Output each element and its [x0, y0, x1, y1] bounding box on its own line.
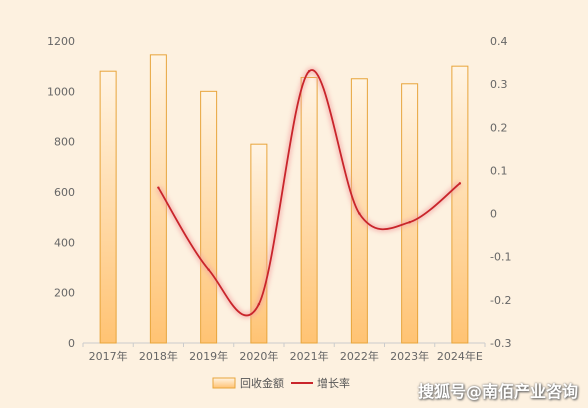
line-point: [207, 268, 210, 271]
axes-layer: 0 200 400 600 800 1000 1200 -0.3 -0.2 -0.1 0 0.1 0.2…: [47, 35, 511, 363]
y-right-tick-label: 0.1: [490, 164, 508, 177]
y-right-tick-label: 0.2: [490, 121, 508, 134]
x-tick-label: 2018年: [139, 349, 178, 363]
x-tick-label: 2024年E: [437, 349, 483, 363]
x-tick-label: 2022年: [340, 349, 379, 363]
bar: [300, 76, 318, 344]
x-tick-label: 2021年: [290, 349, 329, 363]
line-layer: [155, 67, 462, 319]
line-point: [458, 182, 462, 185]
y-right-tick-label: 0.3: [490, 78, 508, 91]
y-right-tick-label: 0.4: [490, 35, 508, 48]
bar: [200, 90, 218, 344]
x-tick-label: 2023年: [390, 349, 429, 363]
line-point: [257, 302, 261, 306]
x-tick-label: 2020年: [239, 349, 278, 363]
x-tick-label: 2019年: [189, 349, 228, 363]
watermark-text: 搜狐号@南佰产业咨询: [417, 382, 578, 401]
y-left-tick-label: 0: [68, 337, 75, 350]
bar: [451, 65, 469, 344]
bar: [401, 83, 419, 344]
y-left-tick-label: 200: [54, 287, 75, 300]
y-left-tick-label: 800: [54, 136, 75, 149]
line-point: [408, 221, 411, 224]
line-point: [358, 212, 361, 215]
y-right-tick-label: 0: [490, 208, 497, 221]
y-left-tick-label: 1200: [47, 35, 75, 48]
legend-label-line: 增长率: [317, 376, 350, 390]
y-right-tick-label: -0.1: [490, 251, 511, 264]
line-point: [307, 70, 311, 73]
line-point: [157, 186, 160, 189]
y-left-tick-label: 400: [54, 236, 75, 249]
y-right-tick-label: -0.3: [490, 337, 511, 350]
growth-line: [157, 69, 461, 317]
legend: 回收金额 增长率: [212, 376, 350, 390]
y-left-tick-label: 1000: [47, 85, 75, 98]
y-right-tick-label: -0.2: [490, 294, 511, 307]
legend-swatch-bar: [212, 377, 236, 389]
x-tick-label: 2017年: [89, 349, 128, 363]
y-left-tick-label: 600: [54, 186, 75, 199]
bar: [99, 70, 117, 344]
legend-label-bar: 回收金额: [240, 376, 284, 390]
